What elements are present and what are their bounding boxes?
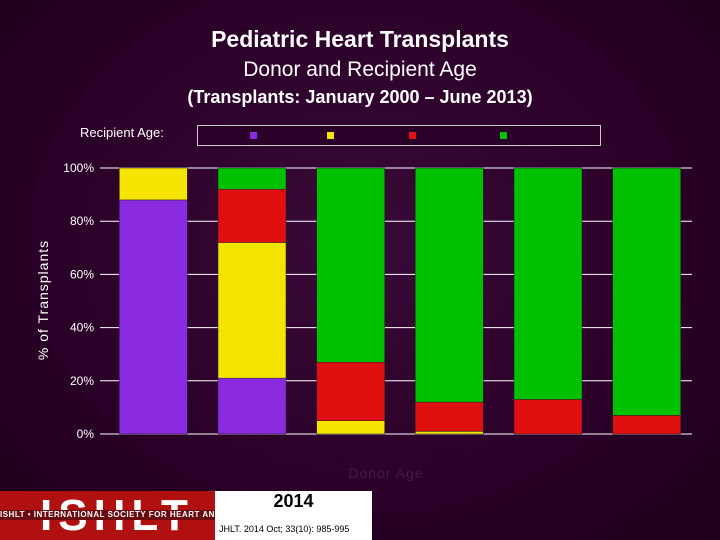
legend (197, 125, 601, 146)
y-tick-labels: 0% 20% 40% 60% 80% 100% (63, 161, 94, 441)
chart-subtitle: Donor and Recipient Age (243, 58, 477, 81)
legend-label: Recipient Age: (80, 125, 164, 140)
bar-segment-<1-series-1 (119, 199, 188, 435)
y-tick-label: 20% (70, 374, 94, 388)
x-tick-label: 11-17 (336, 447, 366, 461)
bar-segment-11-17-series-3 (316, 361, 385, 421)
legend-swatch-2 (327, 132, 334, 139)
legend-swatch-3 (409, 132, 416, 139)
x-tick-labels: <1 1-10 11-17 18-34 35-49 50-66 (146, 447, 662, 461)
bar-segment-11-17-series-2 (316, 420, 385, 435)
bar-segment-50-66-series-4 (612, 167, 681, 416)
x-tick-label: 18-34 (434, 447, 465, 461)
y-tick-label: 0% (77, 427, 95, 441)
x-tick-label: 35-49 (533, 447, 564, 461)
y-tick-label: 60% (70, 267, 94, 281)
x-tick-label: <1 (146, 447, 160, 461)
y-tick-label: 40% (70, 321, 94, 335)
bar-segment-18-34-series-2 (415, 431, 484, 435)
x-tick-label: 1-10 (240, 447, 264, 461)
bars (119, 167, 681, 435)
org-name: ISHLT • INTERNATIONAL SOCIETY FOR HEART … (0, 510, 372, 520)
bar-segment-35-49-series-3 (513, 399, 583, 435)
bar-segment-1-10-series-1 (217, 377, 287, 435)
y-tick-label: 100% (63, 161, 94, 175)
x-tick-label: 50-66 (631, 447, 662, 461)
citation-box: 2014 JHLT. 2014 Oct; 33(10): 985-995 (215, 491, 372, 540)
bar-segment-50-66-series-3 (612, 415, 681, 435)
chart-period: (Transplants: January 2000 – June 2013) (187, 87, 533, 107)
citation-year: 2014 (273, 491, 314, 511)
bar-segment-1-10-series-2 (217, 242, 287, 379)
bar-segment-18-34-series-3 (415, 401, 484, 432)
y-tick-label: 80% (70, 214, 94, 228)
legend-swatch-1 (250, 132, 257, 139)
gridlines (100, 167, 692, 435)
bar-segment-11-17-series-4 (316, 167, 385, 363)
bar-segment-35-49-series-4 (513, 167, 583, 400)
bar-segment-18-34-series-4 (415, 167, 484, 403)
bar-segment-1-10-series-3 (217, 189, 287, 243)
legend-swatch-4 (500, 132, 507, 139)
x-axis-title: Donor Age (348, 465, 423, 481)
citation-text: JHLT. 2014 Oct; 33(10): 985-995 (219, 524, 350, 534)
bar-segment-1-10-series-4 (217, 167, 287, 190)
chart-title: Pediatric Heart Transplants (211, 26, 509, 52)
bar-segment-<1-series-2 (119, 167, 188, 201)
y-axis-title: % of Transplants (35, 240, 51, 360)
